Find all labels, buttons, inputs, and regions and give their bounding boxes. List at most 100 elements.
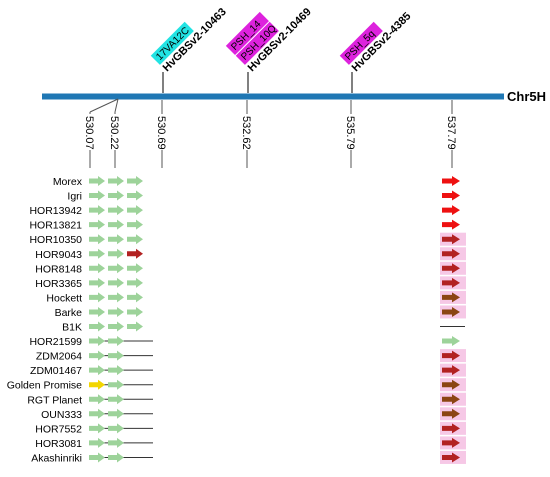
gene-arrow: [89, 408, 105, 419]
gene-arrow: [108, 306, 124, 317]
gene-arrow: [108, 321, 124, 332]
gene-arrow: [108, 437, 124, 448]
accession-name: Hockett: [46, 292, 82, 304]
gene-arrow: [442, 263, 460, 274]
gene-arrow: [442, 350, 460, 361]
position-group: 537.79: [445, 116, 457, 150]
position-label: 532.62: [240, 116, 252, 150]
chromosome-bar: [42, 93, 504, 100]
gene-arrow: [89, 394, 105, 405]
gene-arrow: [89, 350, 105, 361]
position-label: 530.69: [155, 116, 167, 150]
gene-arrow: [89, 306, 105, 317]
accession-name: HOR21599: [29, 336, 82, 348]
gene-arrow: [89, 292, 105, 303]
accession-name: Igri: [67, 191, 82, 203]
gene-arrow: [442, 452, 460, 463]
gene-arrow: [89, 190, 105, 201]
gene-arrow: [89, 379, 105, 390]
accession-name: ZDM01467: [30, 365, 82, 377]
marker-tag: [225, 11, 269, 56]
chromosome-label: Chr5H: [507, 89, 546, 104]
gene-arrow: [108, 379, 124, 390]
position-connector: [114, 98, 119, 113]
accession-name: OUN333: [41, 409, 82, 421]
gene-arrow: [89, 452, 105, 463]
gene-arrow: [127, 248, 143, 259]
gene-arrow: [89, 263, 105, 274]
gene-arrow: [108, 234, 124, 245]
accession-name: RGT Planet: [27, 394, 82, 406]
gene-arrow: [89, 219, 105, 230]
gene-arrow: [108, 350, 124, 361]
accession-name: HOR8148: [35, 263, 82, 275]
gene-arrow: [108, 190, 124, 201]
accession-name: Golden Promise: [7, 380, 82, 392]
accession-name: B1K: [62, 322, 82, 334]
gene-arrow: [127, 234, 143, 245]
gene-arrow: [108, 219, 124, 230]
gene-arrow: [127, 263, 143, 274]
accession-name: HOR13942: [29, 205, 82, 217]
position-connector: [89, 98, 119, 113]
position-label: 535.79: [344, 116, 356, 150]
gene-arrow: [108, 277, 124, 288]
gene-arrow: [89, 234, 105, 245]
gene-arrow: [89, 248, 105, 259]
gene-arrow: [108, 176, 124, 186]
gene-arrow: [442, 190, 460, 201]
marker-tag: [150, 21, 194, 65]
gene-arrow: [89, 321, 105, 332]
gene-arrow: [89, 277, 105, 288]
position-group: 532.62: [240, 116, 252, 150]
accession-name: HOR13821: [29, 220, 82, 232]
accession-name: HOR9043: [35, 249, 82, 261]
gene-arrow: [442, 394, 460, 405]
gene-arrow: [108, 423, 124, 434]
gene-arrow: [108, 205, 124, 216]
gene-arrow: [127, 277, 143, 288]
gene-arrow: [89, 176, 105, 186]
gene-arrow: [442, 437, 460, 448]
gene-arrow: [108, 248, 124, 259]
gene-arrow: [127, 306, 143, 317]
gene-arrow: [442, 219, 460, 230]
gene-arrow: [442, 292, 460, 303]
gene-arrow: [442, 234, 460, 245]
position-label: 530.22: [108, 116, 120, 150]
accession-name: HOR3081: [35, 438, 82, 450]
accession-name: Barke: [55, 307, 83, 319]
gene-arrow: [89, 365, 105, 376]
gene-arrow: [442, 205, 460, 216]
accession-name: ZDM2064: [36, 351, 82, 363]
gene-arrow: [127, 219, 143, 230]
gene-arrow: [442, 365, 460, 376]
gene-arrow: [108, 292, 124, 303]
gene-arrow: [442, 248, 460, 259]
gene-arrow: [442, 176, 460, 186]
marker-tag: [339, 21, 383, 65]
gene-arrow: [108, 408, 124, 419]
position-group: 535.79: [344, 116, 356, 150]
gene-arrow: [127, 205, 143, 216]
gene-arrow: [442, 306, 460, 317]
gene-arrow: [442, 277, 460, 288]
position-label: 537.79: [445, 116, 457, 150]
gene-arrow: [108, 394, 124, 405]
accession-name: Akashinriki: [31, 452, 82, 464]
marker-tag: [235, 21, 279, 65]
position-group: 530.69: [155, 116, 167, 150]
gene-arrow: [442, 379, 460, 390]
gene-arrow: [127, 190, 143, 201]
gene-arrow: [108, 336, 124, 347]
gene-arrow: [89, 336, 105, 347]
gene-arrow: [108, 263, 124, 274]
gene-arrow: [127, 321, 143, 332]
gene-arrow: [442, 423, 460, 434]
position-group: 530.07: [83, 116, 95, 150]
